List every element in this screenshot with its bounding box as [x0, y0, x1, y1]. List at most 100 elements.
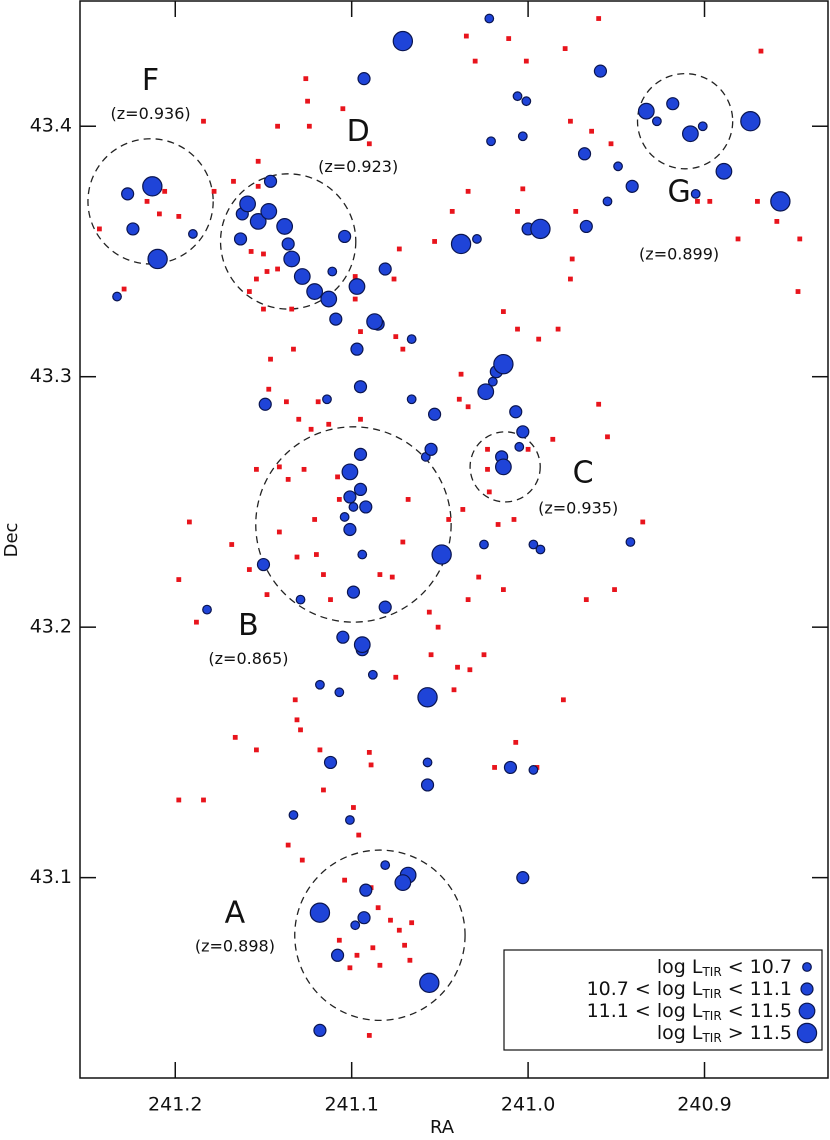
point: [121, 187, 135, 201]
point: [188, 229, 198, 239]
point: [276, 218, 294, 235]
cluster-label: G: [667, 175, 690, 210]
point: [530, 218, 551, 240]
point: [523, 58, 529, 64]
y-tick-label: 43.1: [30, 866, 72, 888]
point: [367, 669, 378, 680]
point: [352, 274, 358, 279]
point: [358, 329, 363, 335]
point: [350, 920, 361, 931]
point: [186, 519, 192, 525]
legend-marker: [796, 1022, 818, 1044]
point: [422, 757, 433, 768]
point: [375, 905, 381, 911]
point: [637, 102, 655, 120]
point: [528, 765, 539, 775]
point: [378, 600, 392, 614]
point: [458, 371, 464, 377]
point: [573, 208, 579, 214]
point: [797, 236, 803, 242]
point: [126, 222, 140, 236]
point: [755, 198, 760, 204]
point: [419, 972, 440, 994]
point: [211, 188, 217, 194]
point: [420, 778, 435, 792]
point: [142, 176, 163, 197]
point: [194, 619, 199, 625]
point: [346, 585, 361, 599]
point: [306, 123, 312, 129]
point: [521, 96, 532, 107]
point: [283, 250, 301, 268]
point: [348, 502, 359, 512]
point: [568, 276, 573, 282]
point: [424, 442, 438, 456]
point: [400, 539, 406, 545]
point: [487, 376, 498, 387]
point: [583, 597, 589, 603]
cluster-redshift: (z=0.898): [195, 937, 275, 956]
point: [289, 306, 295, 312]
cluster-circle: [219, 173, 357, 310]
point: [770, 191, 791, 212]
point: [550, 436, 556, 442]
point: [254, 747, 259, 753]
point: [350, 342, 364, 356]
point: [315, 679, 325, 690]
point: [378, 262, 392, 276]
point: [495, 522, 501, 527]
point: [308, 426, 314, 432]
point: [511, 517, 517, 522]
point: [340, 106, 346, 112]
point: [348, 278, 366, 295]
y-tick-label: 43.4: [30, 115, 72, 137]
point: [285, 476, 291, 482]
point: [795, 289, 801, 294]
point: [301, 466, 307, 472]
point: [248, 249, 254, 254]
point: [593, 64, 608, 78]
point: [500, 587, 506, 592]
point: [485, 446, 490, 452]
point: [264, 592, 270, 598]
point: [329, 312, 343, 326]
point: [569, 256, 575, 262]
point: [201, 797, 206, 803]
point: [359, 500, 373, 514]
point: [465, 404, 471, 410]
point: [315, 399, 321, 405]
x-axis-label: RA: [430, 1117, 455, 1138]
point: [577, 147, 592, 161]
point: [233, 232, 248, 246]
point: [296, 416, 302, 422]
point: [396, 246, 402, 252]
point: [506, 36, 512, 41]
point: [492, 765, 497, 770]
point: [525, 446, 531, 452]
point: [514, 441, 525, 452]
cluster-label: A: [225, 896, 246, 931]
point: [254, 466, 259, 472]
point: [366, 313, 384, 330]
point: [176, 214, 182, 219]
point: [428, 652, 434, 658]
point: [266, 386, 272, 392]
point: [303, 76, 309, 82]
point: [735, 236, 741, 242]
point: [323, 755, 338, 770]
point: [358, 416, 363, 422]
point: [370, 945, 376, 951]
point: [246, 289, 252, 294]
point: [377, 572, 383, 577]
point: [431, 544, 452, 565]
point: [625, 179, 639, 193]
point: [254, 276, 259, 282]
point: [359, 883, 373, 897]
point: [330, 948, 345, 962]
cluster-redshift: (z=0.935): [538, 498, 618, 517]
point: [246, 567, 252, 572]
point: [299, 857, 305, 863]
legend-label: 10.7 < log LTIR < 11.1: [587, 978, 792, 1001]
